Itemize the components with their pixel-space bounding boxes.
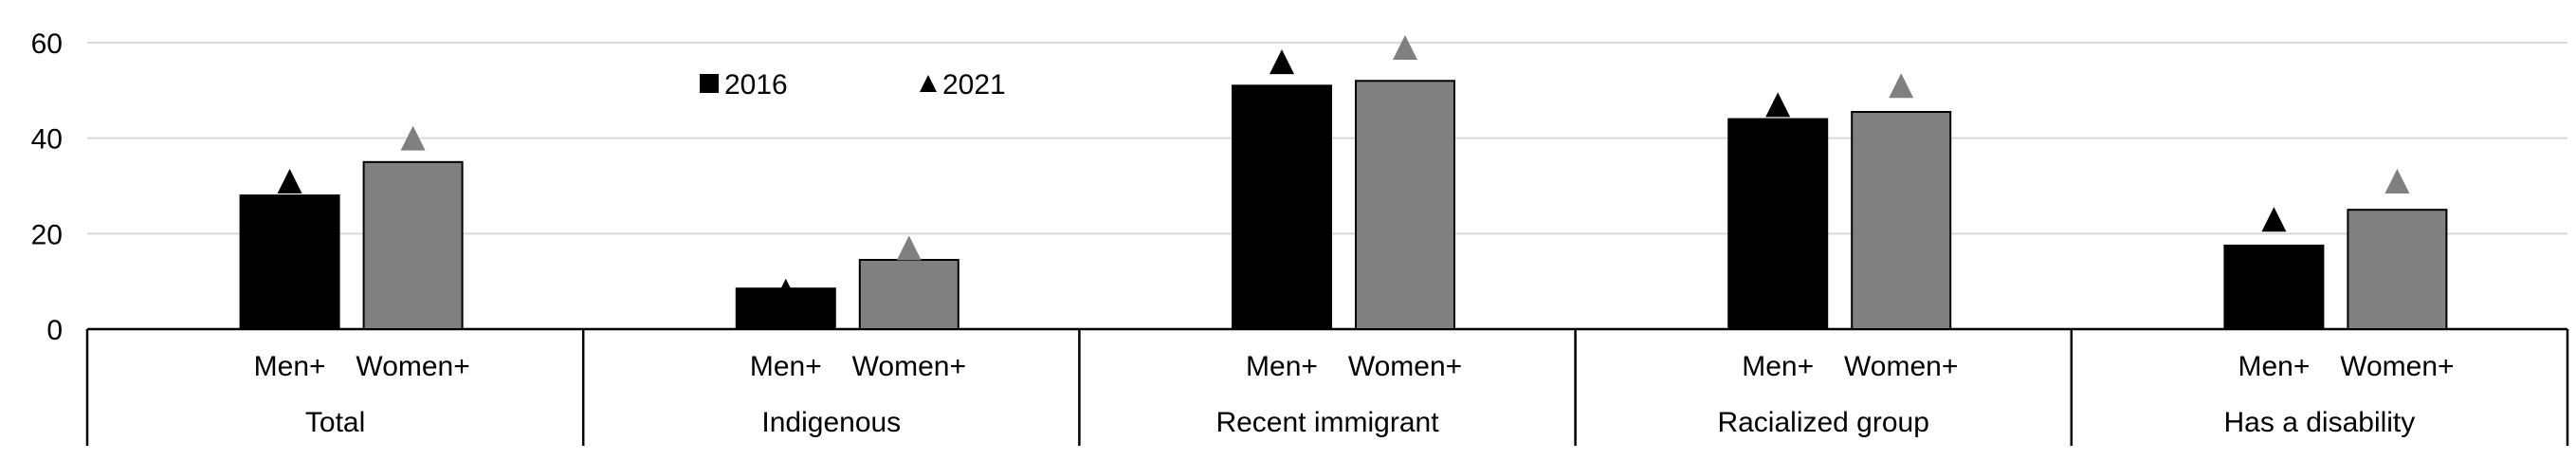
bar-racialized-group-men-2016 [1727,118,1829,330]
category-label-men: Men+ [1742,351,1814,382]
bar-has-a-disability-women-2016 [2347,209,2448,331]
legend-label-2021: 2021 [942,69,1006,101]
category-label-men: Men+ [2238,351,2310,382]
legend-marker-2021 [920,75,937,92]
marker-indigenous-women-2021 [896,235,922,261]
category-label-men: Men+ [1246,351,1318,382]
category-label-women: Women+ [1348,351,1462,382]
legend-swatch-2016 [700,74,719,93]
marker-recent-immigrant-women-2021 [1393,35,1417,61]
category-label-women: Women+ [2340,351,2454,382]
axis-labels: 0 20 40 60 Men+ Women+ Total Men+ Women+ Indigeno… [31,28,2455,438]
bar-has-a-disability-men-2016 [2223,244,2325,330]
marker-has-a-disability-men-2021 [2261,207,2287,232]
legend: 2016 2021 [700,69,1006,101]
group-label-recent-immigrant: Recent immigrant [1215,407,1439,438]
y-tick-label: 40 [31,124,63,156]
y-tick-label: 20 [31,219,63,250]
bar-indigenous-women-2016 [858,259,959,330]
category-label-women: Women+ [1844,351,1958,382]
group-label-has-a-disability: Has a disability [2224,407,2416,438]
bar-total-men-2016 [239,194,340,330]
bar-recent-immigrant-women-2016 [1355,80,1455,331]
marker-racialized-group-women-2021 [1889,73,1914,99]
category-label-men: Men+ [750,351,822,382]
marker-racialized-group-men-2021 [1765,92,1791,118]
y-tick-label: 60 [31,28,63,60]
category-label-women: Women+ [356,351,469,382]
marker-total-women-2021 [400,125,426,151]
category-label-men: Men+ [254,351,326,382]
group-label-indigenous: Indigenous [761,407,901,438]
marker-has-a-disability-women-2021 [2384,168,2410,193]
group-label-total: Total [305,407,365,438]
marker-recent-immigrant-men-2021 [1270,49,1294,75]
triangle-markers [277,35,2410,304]
group-label-racialized-group: Racialized group [1717,407,1928,438]
bar-recent-immigrant-men-2016 [1232,84,1332,331]
bars [239,80,2448,331]
bar-total-women-2016 [362,160,464,330]
category-label-women: Women+ [852,351,966,382]
bar-racialized-group-women-2016 [1851,110,1952,330]
legend-label-2016: 2016 [724,69,788,101]
marker-total-men-2021 [277,168,302,193]
marker-indigenous-men-2021 [773,278,798,304]
y-tick-label: 0 [46,315,63,346]
